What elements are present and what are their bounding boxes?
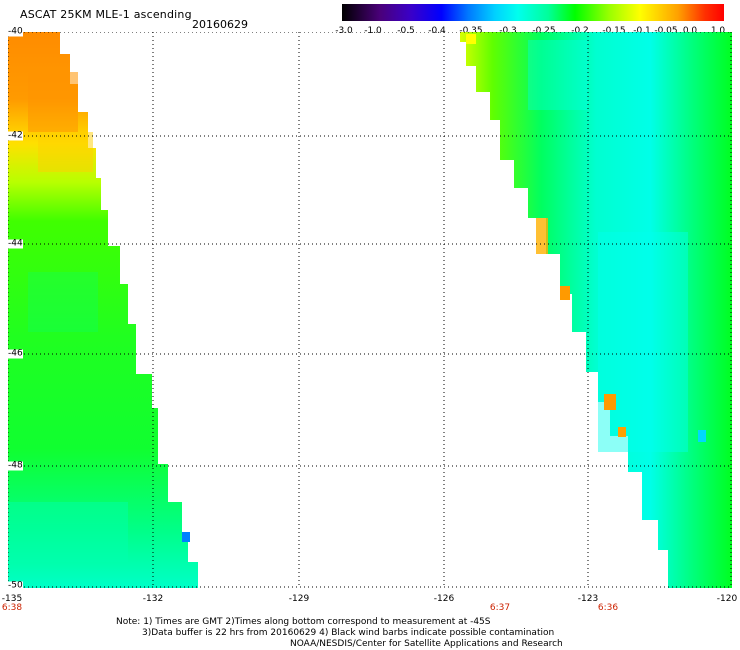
- colorbar-label: -0.35: [459, 26, 483, 36]
- lon-label: -126: [433, 594, 455, 604]
- colorbar-label: -0.15: [602, 26, 626, 36]
- lat-label: -46: [8, 348, 23, 359]
- time-label: 6:38: [1, 603, 23, 613]
- colorbar-label: -0.5: [397, 26, 415, 36]
- colorbar-label: 1.0: [710, 26, 726, 36]
- note-line-3: NOAA/NESDIS/Center for Satellite Applica…: [290, 639, 563, 649]
- colorbar-label: -0.4: [428, 26, 446, 36]
- right-swath: [460, 32, 732, 588]
- colorbar-label: -0.2: [571, 26, 589, 36]
- color-scale-bar: [342, 4, 724, 21]
- swath-map: [8, 32, 732, 588]
- colorbar-label: -1.0: [364, 26, 382, 36]
- time-label: 6:37: [489, 603, 511, 613]
- grid-lines: [8, 32, 732, 588]
- colorbar-label: 0.0: [682, 26, 698, 36]
- map-title: ASCAT 25KM MLE-1 ascending: [20, 8, 192, 21]
- note-line-2: 3)Data buffer is 22 hrs from 20160629 4)…: [142, 628, 555, 638]
- colorbar-label: -0.25: [532, 26, 556, 36]
- note-line-1: Note: 1) Times are GMT 2)Times along bot…: [116, 617, 491, 627]
- time-label: 6:36: [597, 603, 619, 613]
- lat-label: -44: [8, 238, 23, 249]
- lon-label: -120: [716, 594, 738, 604]
- lat-label: -40: [8, 26, 23, 37]
- map-date: 20160629: [192, 18, 248, 31]
- lon-label: -135: [1, 594, 23, 604]
- lon-label: -129: [288, 594, 310, 604]
- lat-label: -50: [8, 580, 23, 591]
- lon-label: -123: [577, 594, 599, 604]
- lat-label: -48: [8, 460, 23, 471]
- colorbar-label: -0.05: [654, 26, 678, 36]
- colorbar-label: -3.0: [335, 26, 353, 36]
- colorbar-label: -0.1: [633, 26, 651, 36]
- colorbar-label: -0.3: [499, 26, 517, 36]
- lon-label: -132: [142, 594, 164, 604]
- lat-label: -42: [8, 130, 23, 141]
